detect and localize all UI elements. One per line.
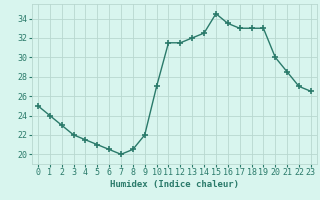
X-axis label: Humidex (Indice chaleur): Humidex (Indice chaleur) [110, 180, 239, 189]
